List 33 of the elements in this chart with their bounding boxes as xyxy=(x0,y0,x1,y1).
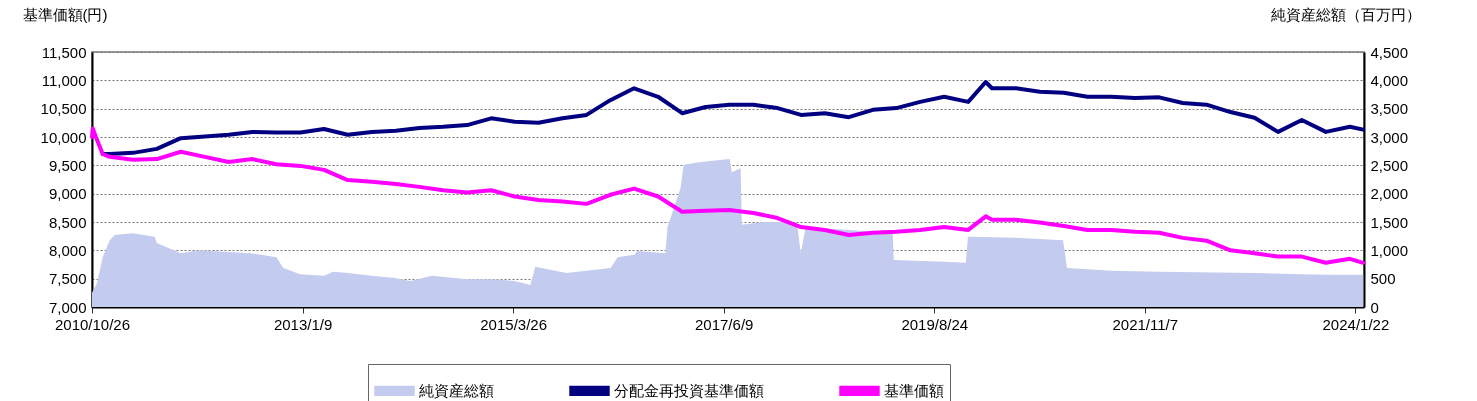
y2-tick-label: 500 xyxy=(1370,270,1396,288)
y2-axis-title: 純資産総額（百万円） xyxy=(1270,5,1421,23)
legend-label: 分配金再投資基準価額 xyxy=(614,381,764,399)
x-tick-label: 2021/11/7 xyxy=(1112,315,1179,333)
x-tick-label: 2024/1/22 xyxy=(1322,315,1390,333)
legend-label: 純資産総額 xyxy=(419,381,494,399)
y-tick-label: 10,000 xyxy=(40,128,87,146)
y-tick-label: 8,000 xyxy=(48,241,87,259)
y-tick-label: 11,000 xyxy=(41,71,87,89)
y2-tick-label: 0 xyxy=(1370,298,1379,316)
y-tick-label: 9,500 xyxy=(48,156,87,174)
y-tick-label: 9,000 xyxy=(48,185,87,203)
y-tick-label: 8,500 xyxy=(48,213,87,231)
x-tick-label: 2013/1/9 xyxy=(273,315,333,333)
y2-tick-label: 1,000 xyxy=(1370,241,1409,259)
y2-tick-label: 4,500 xyxy=(1370,43,1409,61)
y-tick-label: 7,000 xyxy=(48,298,87,316)
x-tick-label: 2017/6/9 xyxy=(694,315,754,333)
y-tick-label: 11,500 xyxy=(41,43,87,61)
line-series xyxy=(90,126,1366,265)
y-tick-label: 7,500 xyxy=(48,270,87,288)
x-tick-label: 2010/10/26 xyxy=(54,315,131,333)
y2-tick-label: 4,000 xyxy=(1370,71,1409,89)
y2-tick-label: 2,000 xyxy=(1370,185,1409,203)
y2-tick-label: 3,500 xyxy=(1370,100,1409,118)
y-tick-label: 10,500 xyxy=(40,100,87,118)
y2-tick-label: 1,500 xyxy=(1370,213,1409,231)
y2-tick-label: 2,500 xyxy=(1370,156,1409,174)
legend-label: 基準価額 xyxy=(884,381,944,399)
y-axis-title: 基準価額(円) xyxy=(22,5,108,23)
y2-tick-label: 3,000 xyxy=(1370,128,1409,146)
x-tick-label: 2015/3/26 xyxy=(480,315,547,333)
x-tick-label: 2019/8/24 xyxy=(901,315,969,333)
